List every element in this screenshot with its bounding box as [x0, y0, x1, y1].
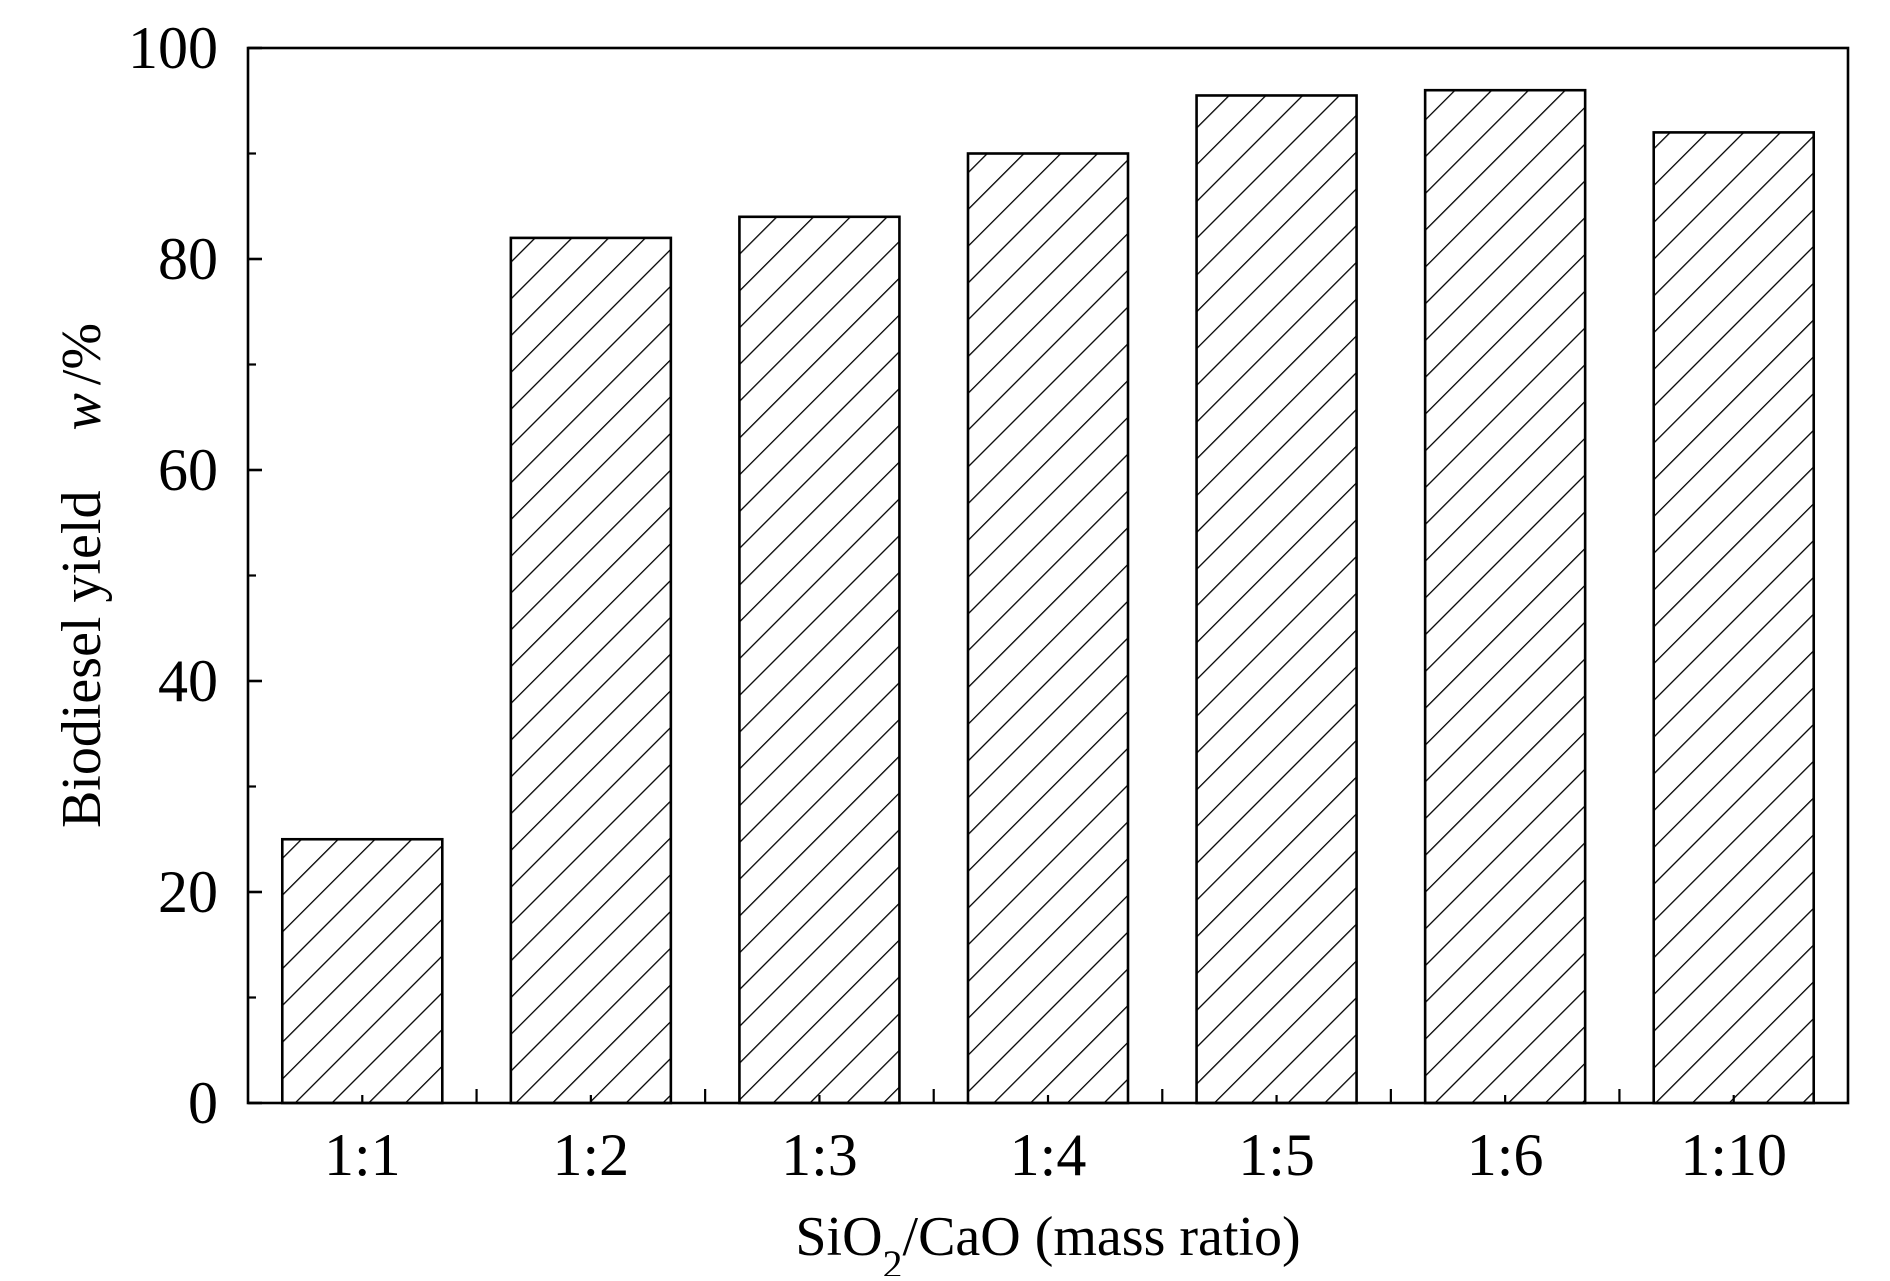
y-tick-label: 0	[188, 1070, 218, 1136]
x-tick-label: 1:4	[1010, 1122, 1087, 1188]
x-axis-title-rest: /CaO (mass ratio)	[903, 1206, 1301, 1268]
x-tick-label: 1:10	[1680, 1122, 1787, 1188]
x-tick-label: 1:6	[1467, 1122, 1544, 1188]
y-tick-label: 80	[158, 226, 218, 292]
y-axis-title-variable: w	[51, 393, 113, 430]
y-tick-label: 40	[158, 648, 218, 714]
y-axis-title-unit: /%	[51, 323, 113, 385]
bar-1:3	[738, 215, 901, 1105]
x-tick-label: 1:2	[553, 1122, 630, 1188]
x-axis-title-main: SiO	[795, 1206, 882, 1268]
bar-1:4	[966, 152, 1130, 1105]
y-tick-label: 60	[158, 437, 218, 503]
x-tick-label: 1:1	[324, 1122, 401, 1188]
y-axis-title-main: Biodiesel yield	[51, 491, 113, 829]
y-axis-title: Biodiesel yield w /%	[51, 323, 113, 828]
bar-1:1	[280, 837, 444, 1105]
bars-layer	[280, 88, 1816, 1105]
bar-1:5	[1195, 94, 1358, 1105]
x-axis-title-subscript: 2	[883, 1242, 903, 1277]
x-axis-title: SiO2/CaO (mass ratio)	[795, 1206, 1300, 1276]
bar-1:10	[1652, 131, 1816, 1105]
bar-1:2	[509, 236, 673, 1105]
x-tick-label: 1:3	[781, 1122, 858, 1188]
y-tick-label: 100	[128, 15, 218, 81]
y-tick-label: 20	[158, 859, 218, 925]
x-axis: 1:1 1:2 1:3 1:4 1:5 1:6 1:10	[324, 1089, 1787, 1188]
y-axis: 0 20 40 60 80 100	[128, 15, 262, 1136]
x-tick-label: 1:5	[1238, 1122, 1315, 1188]
bar-1:6	[1423, 88, 1587, 1105]
